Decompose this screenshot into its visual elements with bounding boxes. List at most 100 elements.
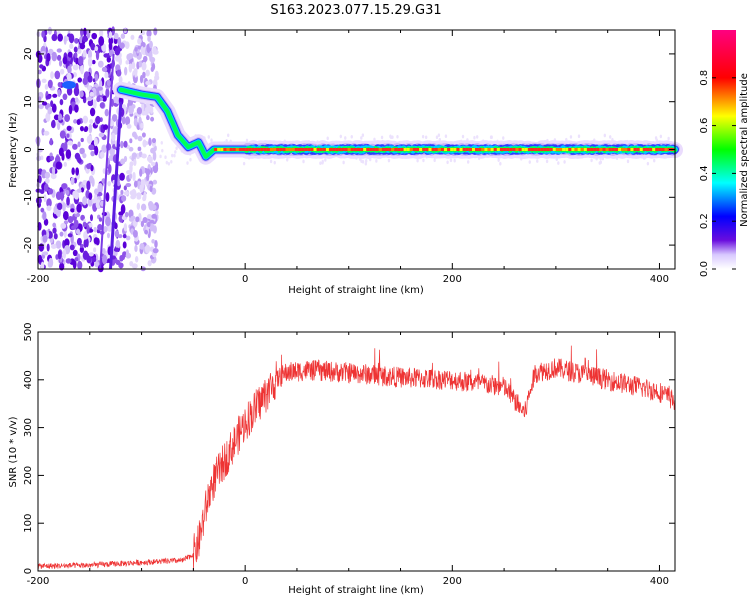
noise-blob <box>50 244 57 250</box>
noise-speck <box>603 133 607 138</box>
noise-speck <box>164 155 167 160</box>
noise-blob <box>36 31 41 37</box>
noise-blob <box>42 211 47 221</box>
noise-speck <box>159 154 162 159</box>
noise-blob <box>87 197 93 207</box>
noise-speck <box>387 158 391 163</box>
noise-blob <box>97 60 104 68</box>
colorbar-tick-label: 0.4 <box>699 165 710 181</box>
trace-core <box>245 148 249 151</box>
y-tick-label: 500 <box>23 322 34 341</box>
trace-core <box>440 148 444 151</box>
trace-core <box>577 148 581 151</box>
noise-speck <box>435 135 439 140</box>
noise-blob <box>134 134 138 140</box>
noise-speck <box>449 158 453 163</box>
noise-blob <box>72 249 78 257</box>
noise-blob <box>112 114 118 122</box>
trace-core <box>347 148 351 151</box>
trace-core <box>357 148 361 151</box>
noise-blob <box>125 249 129 257</box>
noise-blob <box>152 46 158 55</box>
trace-core <box>257 148 261 151</box>
noise-blob <box>50 100 54 107</box>
noise-blob <box>134 244 138 253</box>
noise-blob <box>97 191 103 197</box>
noise-blob <box>56 202 63 211</box>
noise-blob <box>62 210 69 221</box>
heatmap-y-ticks: -20 -10 0 10 20 <box>23 48 675 253</box>
noise-blob <box>152 151 157 161</box>
noise-blob <box>57 82 62 88</box>
noise-blob <box>86 96 93 102</box>
noise-blob <box>93 137 98 147</box>
noise-blob <box>92 198 96 204</box>
noise-blob <box>86 224 90 235</box>
noise-blob <box>123 191 130 196</box>
noise-speck <box>598 161 601 165</box>
noise-blob <box>86 135 93 144</box>
noise-blob <box>139 184 144 193</box>
noise-speck <box>245 138 249 143</box>
trace-core <box>447 148 451 151</box>
noise-blob <box>73 219 79 228</box>
y-tick-label: 0 <box>23 568 34 574</box>
x-tick-label: 400 <box>650 274 669 285</box>
noise-blob <box>82 77 88 86</box>
trace-core <box>214 148 218 151</box>
noise-blob <box>86 163 91 170</box>
noise-blob <box>62 248 67 259</box>
noise-blob <box>108 31 113 39</box>
noise-blob <box>69 244 75 251</box>
trace-core <box>531 148 535 151</box>
noise-blob <box>79 147 85 155</box>
noise-blob <box>108 164 112 174</box>
noise-blob <box>60 191 64 201</box>
noise-blob <box>118 57 123 66</box>
noise-blob <box>41 30 45 38</box>
trace-core <box>565 148 569 151</box>
noise-blob <box>117 180 121 187</box>
trace-core <box>580 148 584 151</box>
noise-blob <box>37 54 43 63</box>
noise-blob <box>60 222 67 229</box>
noise-blob <box>115 259 121 266</box>
snr-panel: -200 0 200 400 0 100 200 300 400 500 Height of s… <box>8 322 676 596</box>
trace-core <box>621 148 625 151</box>
trace-core <box>562 148 566 151</box>
trace-core <box>515 148 519 151</box>
noise-blob <box>120 140 124 149</box>
trace-core <box>285 148 289 151</box>
noise-speck <box>227 133 230 138</box>
noise-blob <box>38 103 44 110</box>
noise-speck <box>175 146 178 151</box>
noise-blob <box>137 38 142 45</box>
noise-speck <box>165 160 169 165</box>
trace-core <box>394 148 398 151</box>
noise-blob <box>50 155 55 161</box>
noise-speck <box>590 158 593 163</box>
noise-blob <box>47 107 53 115</box>
noise-blob <box>101 254 108 265</box>
noise-blob <box>57 250 62 260</box>
noise-blob <box>59 68 65 75</box>
noise-blob <box>101 66 108 72</box>
streak <box>99 53 115 270</box>
noise-blob <box>65 258 72 264</box>
noise-speck <box>160 141 163 145</box>
noise-speck <box>422 158 425 163</box>
trace-core <box>273 148 277 151</box>
trace-core <box>288 148 292 151</box>
noise-blob <box>66 72 72 82</box>
colorbar: 0.0 0.2 0.4 0.6 0.8 Normalized spectral ampl… <box>699 30 750 277</box>
noise-blob <box>50 120 56 129</box>
trace-core <box>590 148 594 151</box>
noise-blob <box>55 254 59 260</box>
trace-core <box>524 148 528 151</box>
noise-blob <box>74 52 78 59</box>
noise-blob <box>74 191 80 200</box>
trace-core <box>574 148 578 151</box>
trace-core <box>552 148 556 151</box>
noise-blob <box>106 56 112 63</box>
snr-series <box>37 345 676 572</box>
